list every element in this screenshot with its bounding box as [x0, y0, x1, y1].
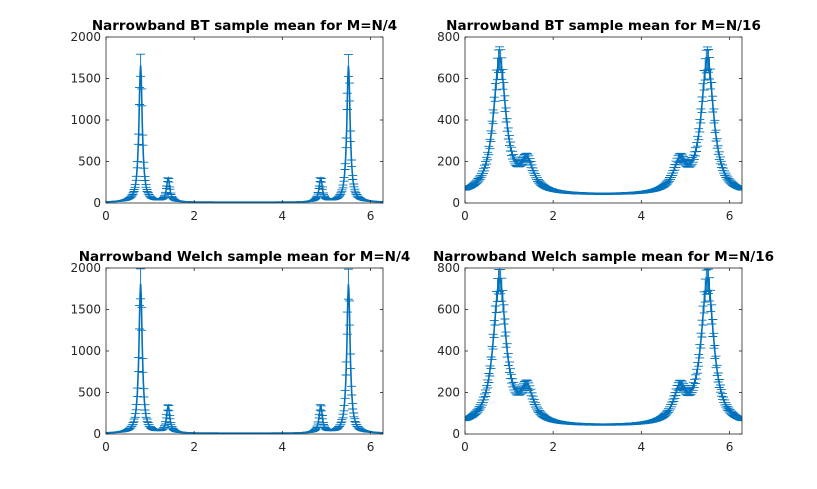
x-tick-label: 4 — [638, 440, 646, 454]
subplot-4: Narrowband Welch sample mean for M=N/16 0… — [433, 249, 774, 454]
x-tick-label: 6 — [726, 440, 734, 454]
y-tick-label: 0 — [93, 427, 101, 441]
series-line — [106, 65, 383, 203]
y-tick-label: 200 — [437, 386, 460, 400]
subplot-title: Narrowband BT sample mean for M=N/16 — [446, 18, 761, 34]
series-group — [465, 268, 742, 426]
x-tick-label: 2 — [549, 209, 557, 223]
y-tick-label: 0 — [93, 196, 101, 210]
y-tick-label: 600 — [437, 303, 460, 317]
subplot-1: Narrowband BT sample mean for M=N/4 0 2 4 6 0… — [70, 18, 397, 223]
x-tick-label: 2 — [549, 440, 557, 454]
x-tick-label: 0 — [461, 209, 469, 223]
series-group — [106, 53, 383, 203]
subplot-title: Narrowband BT sample mean for M=N/4 — [92, 18, 397, 34]
subplot-3: Narrowband Welch sample mean for M=N/4 0 2… — [70, 249, 410, 454]
y-tick-label: 2000 — [70, 30, 101, 44]
y-tick-label: 1500 — [70, 303, 101, 317]
y-tick-label: 500 — [78, 155, 101, 169]
subplot-2: Narrowband BT sample mean for M=N/16 0 2 4 6… — [437, 18, 761, 223]
y-tick-label: 1000 — [70, 344, 101, 358]
x-tick-label: 4 — [279, 440, 287, 454]
y-tick-label: 0 — [452, 427, 460, 441]
series-line — [465, 57, 742, 195]
x-tick-label: 6 — [367, 209, 375, 223]
y-tick-label: 2000 — [70, 261, 101, 275]
x-tick-label: 6 — [367, 440, 375, 454]
subplot-title: Narrowband Welch sample mean for M=N/16 — [433, 249, 774, 265]
x-tick-label: 4 — [638, 209, 646, 223]
x-tick-label: 0 — [102, 440, 110, 454]
y-tick-label: 1500 — [70, 72, 101, 86]
x-tick-label: 2 — [190, 440, 198, 454]
y-tick-label: 500 — [78, 386, 101, 400]
subplot-grid: Narrowband BT sample mean for M=N/40 2 4 60… — [70, 18, 774, 454]
x-tick-label: 6 — [726, 209, 734, 223]
series-line — [465, 277, 742, 426]
y-tick-label: 400 — [437, 344, 460, 358]
x-tick-label: 0 — [102, 209, 110, 223]
y-tick-label: 200 — [437, 155, 460, 169]
y-tick-label: 0 — [452, 196, 460, 210]
y-tick-label: 400 — [437, 113, 460, 127]
y-tick-label: 1000 — [70, 113, 101, 127]
series-group — [106, 268, 383, 434]
y-tick-label: 600 — [437, 72, 460, 86]
y-tick-label: 800 — [437, 261, 460, 275]
y-tick-label: 800 — [437, 30, 460, 44]
series-line — [106, 283, 383, 434]
x-tick-label: 4 — [279, 209, 287, 223]
x-tick-label: 2 — [190, 209, 198, 223]
series-group — [465, 46, 742, 195]
x-tick-label: 0 — [461, 440, 469, 454]
subplot-title: Narrowband Welch sample mean for M=N/4 — [79, 249, 411, 265]
